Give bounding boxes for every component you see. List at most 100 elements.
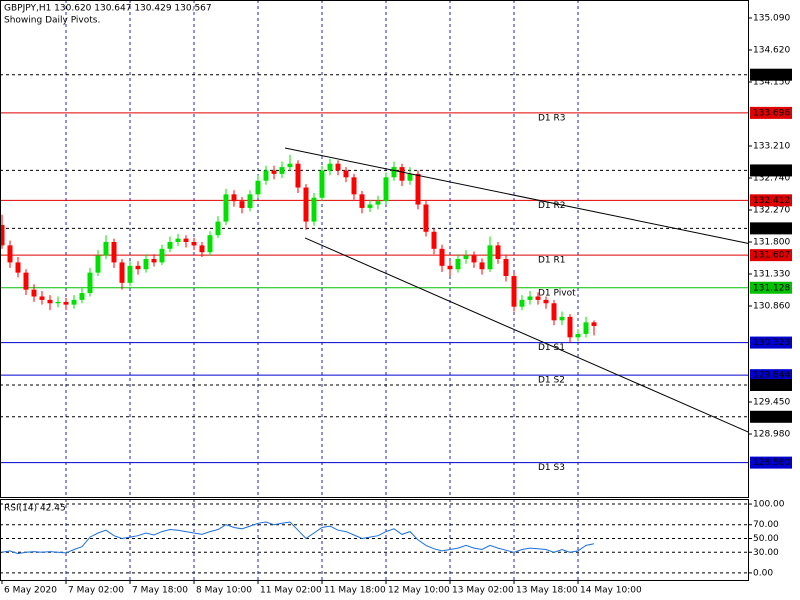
candle-body <box>431 231 437 249</box>
grid-layer <box>0 0 752 584</box>
candle-body <box>511 276 517 307</box>
candle-body <box>295 163 301 188</box>
candle-body <box>279 167 285 174</box>
level-value-box <box>750 456 792 469</box>
x-tick-label: 13 May 02:00 <box>452 586 514 596</box>
candle-body <box>55 301 61 304</box>
candle-body <box>15 262 21 273</box>
x-tick-label: 13 May 18:00 <box>516 586 578 596</box>
candle-body <box>255 180 261 195</box>
candle-body <box>575 333 581 338</box>
candle-body <box>263 170 269 181</box>
candle-body <box>159 248 165 263</box>
candle-body <box>527 296 533 300</box>
candle-body <box>591 322 597 326</box>
candle-body <box>63 301 69 305</box>
candle-body <box>239 201 245 208</box>
candle-body <box>391 167 397 178</box>
level-value-box <box>750 164 792 177</box>
y-tick-label: 0.00 <box>753 568 773 578</box>
candle-body <box>583 322 589 334</box>
x-tick-label: 14 May 10:00 <box>580 586 642 596</box>
y-tick-label: 131.330 <box>753 270 790 280</box>
chart-title: GBPJPY,H1 130.620 130.647 130.429 130.56… <box>4 4 212 14</box>
candle-body <box>543 299 549 304</box>
x-tick-label: 12 May 10:00 <box>388 586 450 596</box>
candle-body <box>175 238 181 242</box>
level-value-label: 132.000 <box>753 224 790 234</box>
y-tick-label: 131.800 <box>753 237 790 247</box>
candle-body <box>215 221 221 236</box>
x-tick-label: 7 May 02:00 <box>68 586 124 596</box>
candle-body <box>151 259 157 263</box>
y-tick-label: 132.740 <box>753 173 790 183</box>
candle-body <box>223 194 229 222</box>
candle-body <box>199 245 205 253</box>
level-value-label: 130.323 <box>753 338 790 348</box>
level-name: D1 Pivot <box>538 288 576 298</box>
candle-body <box>399 167 405 181</box>
level-value-box <box>750 68 792 81</box>
level-value-box <box>750 378 792 391</box>
main-panel-frame <box>0 0 749 498</box>
candle-body <box>271 170 277 174</box>
y-tick-label: 30.00 <box>753 548 779 558</box>
candle-body <box>455 259 461 270</box>
y-tick-label: 128.980 <box>753 430 790 440</box>
candle-body <box>0 224 5 246</box>
y-tick-label: 134.150 <box>753 77 790 87</box>
rsi-panel-frame <box>0 499 749 581</box>
candle-body <box>415 173 421 205</box>
data-layer <box>0 147 749 555</box>
candle-body <box>335 163 341 171</box>
level-name: D1 R3 <box>538 113 566 123</box>
candle-body <box>535 296 541 300</box>
trend-line <box>284 147 749 244</box>
candle-body <box>303 187 309 222</box>
chart-subtitle: Showing Daily Pivots. <box>4 16 100 26</box>
candle-body <box>351 177 357 195</box>
candle-body <box>207 235 213 253</box>
candle-body <box>359 194 365 208</box>
y-tick-label: 134.620 <box>753 45 790 55</box>
level-value-label: 129.844 <box>753 371 790 381</box>
candle-body <box>327 163 333 171</box>
label-layer: 135.090 134.620 134.150 133.210 132.740 132.2… <box>4 13 792 596</box>
y-tick-label: 129.450 <box>753 398 790 408</box>
candle-body <box>23 272 29 290</box>
candle-body <box>79 293 85 300</box>
level-value-label: 134.257 <box>753 70 790 80</box>
y-tick-label: 70.00 <box>753 520 779 530</box>
rsi-title: RSI(14) 42.45 <box>4 504 66 514</box>
level-name: D1 R1 <box>538 256 566 266</box>
candle-body <box>343 170 349 178</box>
candle-body <box>375 201 381 205</box>
candle-body <box>463 255 469 260</box>
candle-body <box>311 197 317 222</box>
candle-body <box>495 245 501 260</box>
level-value-label: 131.128 <box>753 283 790 293</box>
candle-body <box>39 296 45 300</box>
y-tick-label: 132.270 <box>753 205 790 215</box>
candle-body <box>87 272 93 294</box>
candle-body <box>551 303 557 321</box>
candle-body <box>447 265 453 270</box>
candle-body <box>31 289 37 297</box>
level-value-label: 132.412 <box>753 196 790 206</box>
candle-body <box>231 194 237 202</box>
candle-body <box>103 241 109 256</box>
level-value-label: 132.851 <box>753 166 790 176</box>
level-value-box <box>750 106 792 119</box>
level-name: D1 S2 <box>538 376 565 386</box>
x-tick-label: 8 May 10:00 <box>196 586 252 596</box>
x-tick-label: 11 May 02:00 <box>260 586 322 596</box>
candle-body <box>519 299 525 307</box>
x-tick-label: 6 May 2020 <box>4 586 57 596</box>
candle-body <box>471 255 477 263</box>
level-name: D1 R2 <box>538 201 566 211</box>
y-tick-label: 130.860 <box>753 302 790 312</box>
x-tick-label: 11 May 18:00 <box>324 586 386 596</box>
candle-body <box>423 204 429 232</box>
candle-body <box>47 299 53 304</box>
